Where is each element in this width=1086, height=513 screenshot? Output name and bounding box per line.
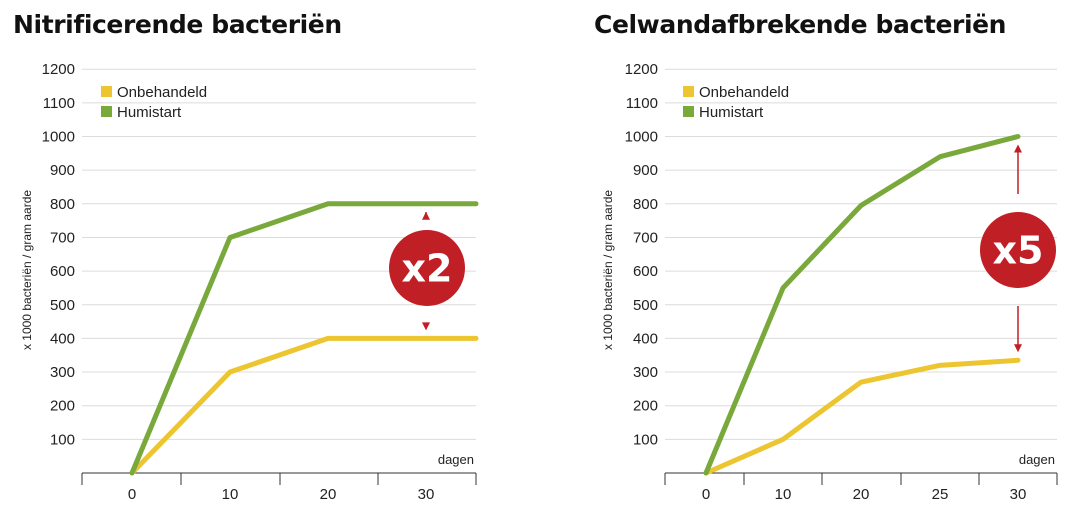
- y-tick-label: 600: [50, 263, 75, 280]
- y-tick-label: 200: [50, 398, 75, 415]
- line-chart-celwandafbrekende: 100 200 300 400 500 600 700 800 900 1000 1100 1200 0…: [601, 61, 1058, 503]
- legend-label: Humistart: [117, 104, 182, 121]
- y-tick-label: 900: [633, 162, 658, 179]
- y-tick-label: 600: [633, 263, 658, 280]
- y-tick-label: 1000: [625, 129, 658, 146]
- chart-title: Nitrificerende bacteriën: [13, 10, 342, 39]
- line-chart-nitrificerende: 100 200 300 400 500 600 700 800 900 1000 1100 1200 0…: [20, 61, 479, 503]
- x-tick-label: 0: [702, 486, 710, 503]
- arrow-head: [1014, 144, 1022, 153]
- y-tick-label: 1100: [626, 95, 658, 112]
- multiplier-badge: [389, 230, 465, 306]
- series-line: [129, 201, 479, 476]
- legend-swatch: [101, 106, 112, 117]
- y-tick-label: 800: [633, 196, 658, 213]
- y-tick-label: 500: [50, 297, 75, 314]
- y-tick-label: 700: [633, 229, 658, 246]
- arrow-head: [422, 211, 430, 220]
- legend-label: Onbehandeld: [699, 84, 789, 101]
- y-tick-label: 200: [633, 398, 658, 415]
- series-line: [129, 335, 479, 476]
- chart-panel-celwandafbrekende: Celwandafbrekende bacteriën 100 200 300 400…: [540, 0, 1086, 513]
- y-tick-label: 300: [633, 364, 658, 381]
- y-tick-label: 800: [50, 196, 75, 213]
- x-tick-label: 10: [222, 486, 239, 503]
- legend-swatch: [683, 86, 694, 97]
- x-axis-label: dagen: [1019, 452, 1055, 467]
- multiplier-label: x5: [993, 229, 1044, 273]
- legend-swatch: [101, 86, 112, 97]
- chart-panel-nitrificerende: Nitrificerende bacteriën 100 200 300 400 500…: [0, 0, 540, 513]
- multiplier-label: x2: [402, 247, 453, 291]
- y-tick-label: 300: [50, 364, 75, 381]
- y-axis-label: x 1000 bacteriën / gram aarde: [601, 190, 615, 350]
- chart-title: Celwandafbrekende bacteriën: [594, 10, 1007, 39]
- y-tick-label: 1100: [43, 95, 75, 112]
- series-line: [703, 134, 1021, 476]
- y-tick-label: 700: [50, 229, 75, 246]
- legend-swatch: [683, 106, 694, 117]
- y-tick-label: 100: [633, 431, 658, 448]
- y-axis-label: x 1000 bacteriën / gram aarde: [20, 190, 34, 350]
- y-tick-label: 1000: [42, 129, 75, 146]
- arrow-head: [1014, 344, 1022, 353]
- y-tick-label: 900: [50, 162, 75, 179]
- y-tick-label: 400: [633, 330, 658, 347]
- x-tick-label: 20: [320, 486, 337, 503]
- x-tick-label: 30: [1010, 486, 1027, 503]
- x-tick-label: 10: [775, 486, 792, 503]
- y-tick-label: 500: [633, 297, 658, 314]
- y-tick-label: 1200: [42, 61, 75, 78]
- y-tick-label: 400: [50, 330, 75, 347]
- x-tick-label: 25: [932, 486, 949, 503]
- series-line: [703, 357, 1021, 476]
- y-tick-label: 100: [50, 431, 75, 448]
- y-tick-label: 1200: [625, 61, 658, 78]
- x-tick-label: 0: [128, 486, 136, 503]
- x-axis-label: dagen: [438, 452, 474, 467]
- legend-label: Onbehandeld: [117, 84, 207, 101]
- x-tick-label: 20: [853, 486, 870, 503]
- legend-label: Humistart: [699, 104, 764, 121]
- multiplier-badge: [980, 212, 1056, 288]
- x-tick-label: 30: [418, 486, 435, 503]
- arrow-head: [422, 322, 430, 331]
